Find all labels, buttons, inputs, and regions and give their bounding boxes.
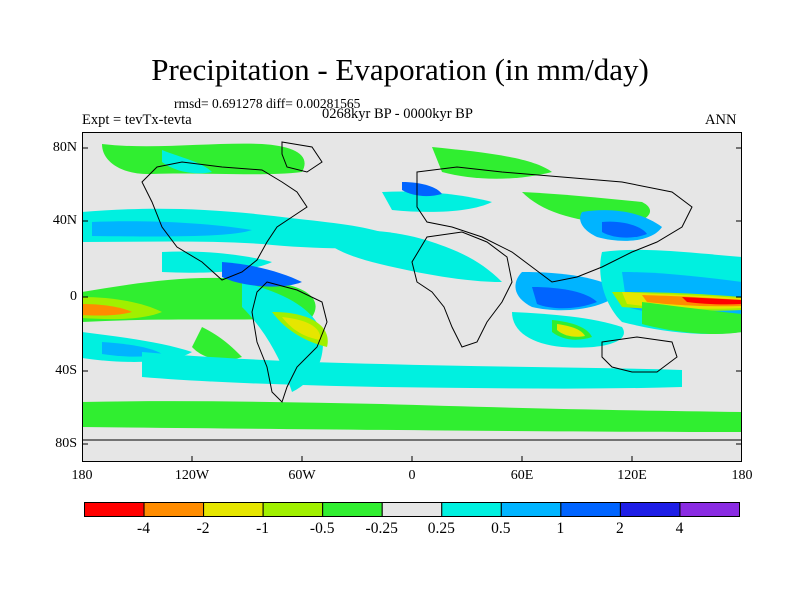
season-label: ANN [705,112,737,128]
experiment-label: Expt = tevTx-tevta [82,112,192,128]
colorbar-box [84,502,145,517]
lon-label-180w: 180 [71,468,93,483]
colorbar-box [619,502,681,517]
colorbar-label: 0.25 [427,520,455,537]
period-label: 0268kyr BP - 0000kyr BP [322,106,473,122]
lat-label-80n: 80N [52,140,77,155]
lon-ticks [191,456,633,462]
colorbar-box [143,502,205,517]
colorbar-label: 0.5 [491,520,511,537]
lon-label-60e: 60E [510,468,534,483]
colorbar [84,502,741,517]
colorbar-box [500,502,562,517]
precipitation-evaporation-map [82,132,742,462]
lat-label-40n: 40N [52,213,77,228]
lat-ticks [82,147,742,445]
lat-label-0: 0 [70,289,77,304]
anomaly-field [82,132,742,462]
colorbar-box [679,502,741,517]
lon-label-120w: 120W [174,468,210,483]
colorbar-box [203,502,264,517]
colorbar-box [441,502,502,517]
coastlines [82,141,742,441]
lat-label-80s: 80S [55,436,77,451]
colorbar-label: -2 [196,520,210,537]
lat-label-40s: 40S [55,363,77,378]
lon-label-120e: 120E [617,468,647,483]
colorbar-box [381,502,443,517]
colorbar-label: -0.25 [365,520,398,537]
map-title: Precipitation - Evaporation (in mm/day) [151,52,649,87]
colorbar-label: -4 [137,520,150,537]
colorbar-label: -0.5 [309,520,335,537]
stats-line: rmsd= 0.691278 diff= 0.00281565 [174,96,361,111]
colorbar-box [322,502,383,517]
lon-label-180e: 180 [731,468,753,483]
lon-label-60w: 60W [288,468,316,483]
colorbar-label: 4 [675,520,684,537]
colorbar-box [262,502,324,517]
colorbar-label: 1 [556,520,565,537]
colorbar-label: 2 [616,520,624,537]
lon-label-0: 0 [408,468,416,483]
colorbar-label: -1 [256,520,270,537]
colorbar-box [560,502,621,517]
